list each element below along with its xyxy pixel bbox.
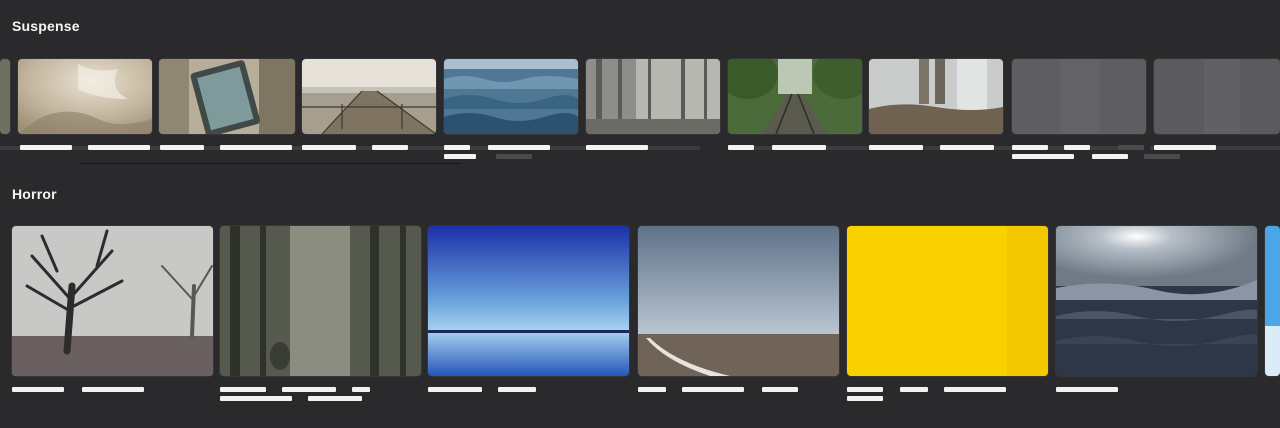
metadata-bar: [1012, 145, 1048, 150]
row-divider: [80, 163, 460, 164]
field-road-thumbnail: [638, 226, 839, 376]
horror-tile-6[interactable]: [1056, 226, 1257, 376]
metadata-bar: [1144, 154, 1180, 159]
metadata-bar: [1118, 145, 1144, 150]
metadata-bar: [1056, 387, 1118, 392]
metadata-bar: [88, 145, 150, 150]
metadata-bar: [496, 154, 532, 159]
metadata-bar: [352, 387, 370, 392]
metadata-bar: [220, 145, 292, 150]
suspense-tile-8[interactable]: [869, 59, 1003, 134]
section-title-horror: Horror: [12, 186, 57, 202]
metadata-bar: [498, 387, 536, 392]
suspense-tile-4[interactable]: [302, 59, 436, 134]
metadata-bar: [944, 387, 1006, 392]
suspense-tile-6[interactable]: [586, 59, 720, 134]
horror-tile-7[interactable]: [1265, 226, 1280, 376]
metadata-bar: [586, 145, 648, 150]
misty-forest-thumbnail: [586, 59, 720, 134]
edge-sliver-thumbnail: [0, 59, 10, 134]
edge-sliver-blue-thumbnail: [1265, 226, 1280, 376]
metadata-bar: [940, 145, 994, 150]
metadata-bar: [160, 145, 204, 150]
suspense-tile-7[interactable]: [728, 59, 862, 134]
metadata-bar: [220, 396, 292, 401]
metadata-bar: [282, 387, 336, 392]
metadata-bar: [302, 145, 356, 150]
metadata-bar: [428, 387, 482, 392]
metadata-track: [728, 146, 1136, 150]
metadata-bar: [900, 387, 928, 392]
railway-tracks-thumbnail: [728, 59, 862, 134]
metadata-bar: [308, 396, 362, 401]
suspense-tile-9[interactable]: [1012, 59, 1146, 134]
grey-placeholder-thumbnail: [1154, 59, 1280, 134]
horror-tile-2[interactable]: [220, 226, 421, 376]
horror-tile-4[interactable]: [638, 226, 839, 376]
metadata-bar: [869, 145, 923, 150]
yellow-panel-thumbnail: [847, 226, 1048, 376]
metadata-bar: [728, 145, 754, 150]
metadata-bar: [1154, 145, 1216, 150]
metadata-bar: [847, 387, 883, 392]
grey-placeholder-thumbnail: [1012, 59, 1146, 134]
metadata-bar: [772, 145, 826, 150]
metadata-bar: [372, 145, 408, 150]
horror-tile-1[interactable]: [12, 226, 213, 376]
dark-forest-thumbnail: [220, 226, 421, 376]
metadata-bar: [488, 145, 550, 150]
metadata-bar: [1012, 154, 1074, 159]
tablet-on-table-thumbnail: [159, 59, 295, 134]
ocean-waves-thumbnail: [444, 59, 578, 134]
metadata-bar: [638, 387, 666, 392]
metadata-bar: [762, 387, 798, 392]
horror-tile-5[interactable]: [847, 226, 1048, 376]
horror-tile-3[interactable]: [428, 226, 629, 376]
sepia-abstract-thumbnail: [18, 59, 152, 134]
foggy-trees-thumbnail: [12, 226, 213, 376]
section-title-suspense: Suspense: [12, 18, 80, 34]
suspense-tile-2[interactable]: [18, 59, 152, 134]
metadata-bar: [1064, 145, 1090, 150]
metadata-bar: [847, 396, 883, 401]
metadata-bar: [82, 387, 144, 392]
suspense-tile-1[interactable]: [0, 59, 10, 134]
blue-horizon-thumbnail: [428, 226, 629, 376]
suspense-tile-5[interactable]: [444, 59, 578, 134]
suspense-tile-3[interactable]: [159, 59, 295, 134]
metadata-bar: [444, 145, 470, 150]
metadata-bar: [20, 145, 72, 150]
metadata-bar: [1092, 154, 1128, 159]
suspense-tile-10[interactable]: [1154, 59, 1280, 134]
metadata-bar: [220, 387, 266, 392]
legs-on-ground-thumbnail: [869, 59, 1003, 134]
metadata-bar: [12, 387, 64, 392]
sea-waves-sun-thumbnail: [1056, 226, 1257, 376]
metadata-bar: [444, 154, 476, 159]
metadata-bar: [682, 387, 744, 392]
wooden-pier-thumbnail: [302, 59, 436, 134]
